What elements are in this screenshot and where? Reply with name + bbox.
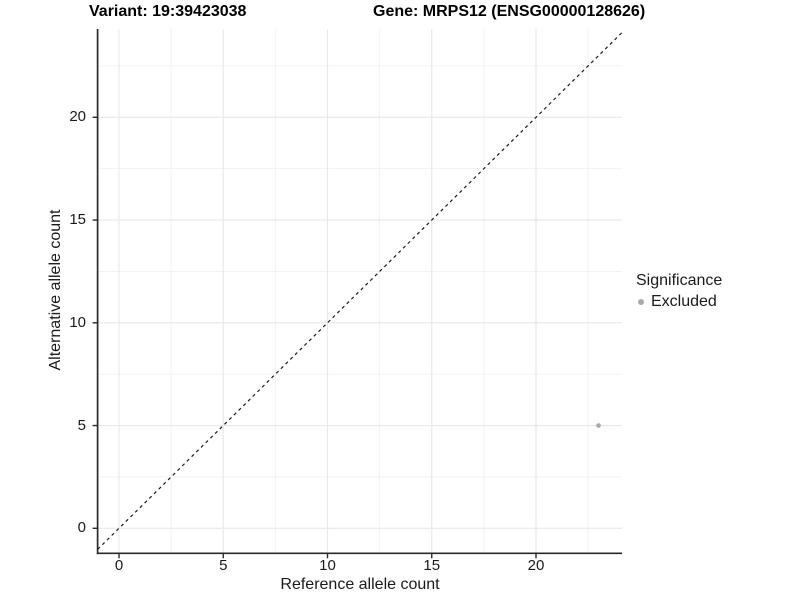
legend-title: Significance [636,272,723,289]
x-tick-label-10: 10 [319,557,336,574]
y-tick-label-15: 15 [69,211,86,229]
y-tick-label-5: 5 [77,416,86,434]
legend-item-label: Excluded [651,293,717,310]
plot-title-variant: Variant: 19:39423038 [89,3,247,20]
x-tick-label-15: 15 [423,557,441,574]
y-tick-label-20: 20 [69,108,86,126]
legend-item-excluded: Excluded [636,292,796,311]
data-point [596,423,601,428]
identity-line [97,32,623,550]
x-axis-title: Reference allele count [280,576,440,593]
legend: Significance Excluded [636,271,796,311]
y-tick-label-10: 10 [69,313,86,331]
x-tick-label-5: 5 [219,557,228,574]
y-axis-title: Alternative allele count [47,209,64,371]
y-tick-label-0: 0 [77,519,86,537]
plot-title-gene: Gene: MRPS12 (ENSG00000128626) [373,3,646,20]
x-tick-label-0: 0 [114,557,124,574]
x-tick-label-20: 20 [527,557,545,574]
excluded-point-icon [638,298,644,305]
